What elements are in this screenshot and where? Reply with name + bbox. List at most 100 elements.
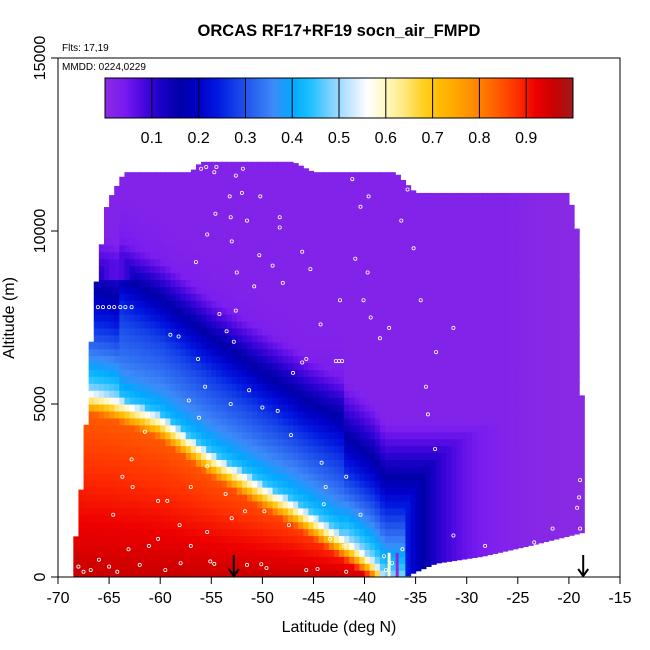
heatmap-cell [201, 196, 207, 204]
heatmap-cell [374, 383, 381, 391]
heatmap-cell [185, 424, 192, 433]
heatmap-cell [144, 307, 151, 315]
heatmap-cell [436, 445, 442, 454]
heatmap-cell [466, 542, 473, 550]
heatmap-cell [471, 196, 478, 204]
heatmap-cell [323, 196, 330, 204]
heatmap-cell [180, 528, 187, 537]
heatmap-cell [430, 376, 437, 384]
heatmap-cell [328, 189, 335, 197]
heatmap-cell [109, 459, 115, 467]
heatmap-cell [149, 487, 156, 495]
heatmap-cell [160, 404, 166, 412]
heatmap-cell [323, 182, 330, 191]
heatmap-cell [287, 161, 294, 170]
heatmap-cell [313, 445, 320, 454]
heatmap-cell [103, 320, 110, 329]
heatmap-cell [272, 334, 279, 343]
heatmap-cell [109, 341, 115, 350]
heatmap-cell [287, 320, 294, 329]
heatmap-cell [109, 251, 115, 260]
heatmap-cell [344, 390, 350, 398]
heatmap-cell [211, 196, 217, 204]
heatmap-cell [425, 237, 432, 246]
heatmap-cell [512, 231, 519, 239]
heatmap-cell [441, 493, 447, 502]
heatmap-cell [374, 369, 381, 377]
heatmap-cell [441, 279, 447, 287]
heatmap-cell [180, 445, 187, 454]
heatmap-cell [502, 459, 509, 467]
heatmap-cell [369, 265, 376, 274]
heatmap-cell [83, 528, 90, 537]
heatmap-cell [425, 362, 432, 370]
heatmap-cell [93, 493, 100, 502]
heatmap-cell [405, 410, 412, 419]
heatmap-cell [354, 237, 361, 246]
heatmap-cell [476, 376, 483, 384]
heatmap-cell [139, 528, 146, 537]
heatmap-cell [298, 459, 304, 467]
heatmap-cell [471, 314, 478, 322]
heatmap-cell [456, 279, 463, 287]
heatmap-cell [344, 445, 350, 454]
heatmap-cell [425, 542, 432, 550]
heatmap-cell [201, 210, 207, 218]
heatmap-cell [344, 279, 350, 287]
heatmap-cell [114, 514, 120, 523]
heatmap-cell [456, 542, 463, 550]
heatmap-cell [119, 570, 126, 577]
heatmap-cell [257, 445, 263, 454]
heatmap-cell [405, 307, 412, 315]
heatmap-cell [226, 563, 233, 571]
heatmap-cell [231, 549, 238, 557]
heatmap-cell [114, 362, 120, 370]
heatmap-cell [359, 293, 366, 301]
heatmap-cell [221, 210, 228, 218]
heatmap-cell [420, 369, 427, 377]
heatmap-cell [201, 300, 207, 308]
heatmap-cell [420, 376, 427, 384]
heatmap-cell [323, 542, 330, 550]
heatmap-cell [160, 237, 166, 246]
heatmap-cell [466, 473, 473, 481]
heatmap-cell [461, 487, 468, 495]
heatmap-cell [262, 286, 269, 294]
heatmap-cell [241, 549, 248, 557]
heatmap-cell [430, 549, 437, 557]
heatmap-cell [201, 175, 207, 184]
heatmap-cell [272, 362, 279, 370]
heatmap-cell [405, 362, 412, 370]
heatmap-cell [257, 480, 263, 488]
heatmap-cell [369, 189, 376, 197]
heatmap-cell [272, 314, 279, 322]
heatmap-cell [318, 487, 325, 495]
heatmap-cell [109, 231, 115, 239]
heatmap-cell [206, 445, 212, 454]
heatmap-cell [339, 445, 345, 454]
heatmap-cell [83, 445, 90, 454]
heatmap-cell [206, 438, 212, 447]
heatmap-cell [185, 445, 192, 454]
heatmap-cell [236, 348, 243, 357]
heatmap-cell [369, 445, 376, 454]
heatmap-cell [349, 424, 355, 433]
heatmap-cell [430, 334, 437, 343]
heatmap-cell [262, 466, 269, 474]
heatmap-cell [257, 265, 263, 274]
heatmap-cell [318, 244, 325, 253]
heatmap-cell [226, 383, 233, 391]
heatmap-cell [328, 383, 335, 391]
heatmap-cell [226, 300, 233, 308]
heatmap-cell [318, 300, 325, 308]
heatmap-cell [528, 445, 534, 454]
heatmap-cell [93, 563, 100, 571]
heatmap-cell [476, 390, 483, 398]
heatmap-cell [420, 459, 427, 467]
heatmap-cell [236, 272, 243, 281]
heatmap-cell [206, 466, 212, 474]
heatmap-cell [78, 556, 85, 564]
heatmap-cell [313, 507, 320, 516]
heatmap-cell [211, 307, 217, 315]
heatmap-cell [282, 231, 289, 239]
